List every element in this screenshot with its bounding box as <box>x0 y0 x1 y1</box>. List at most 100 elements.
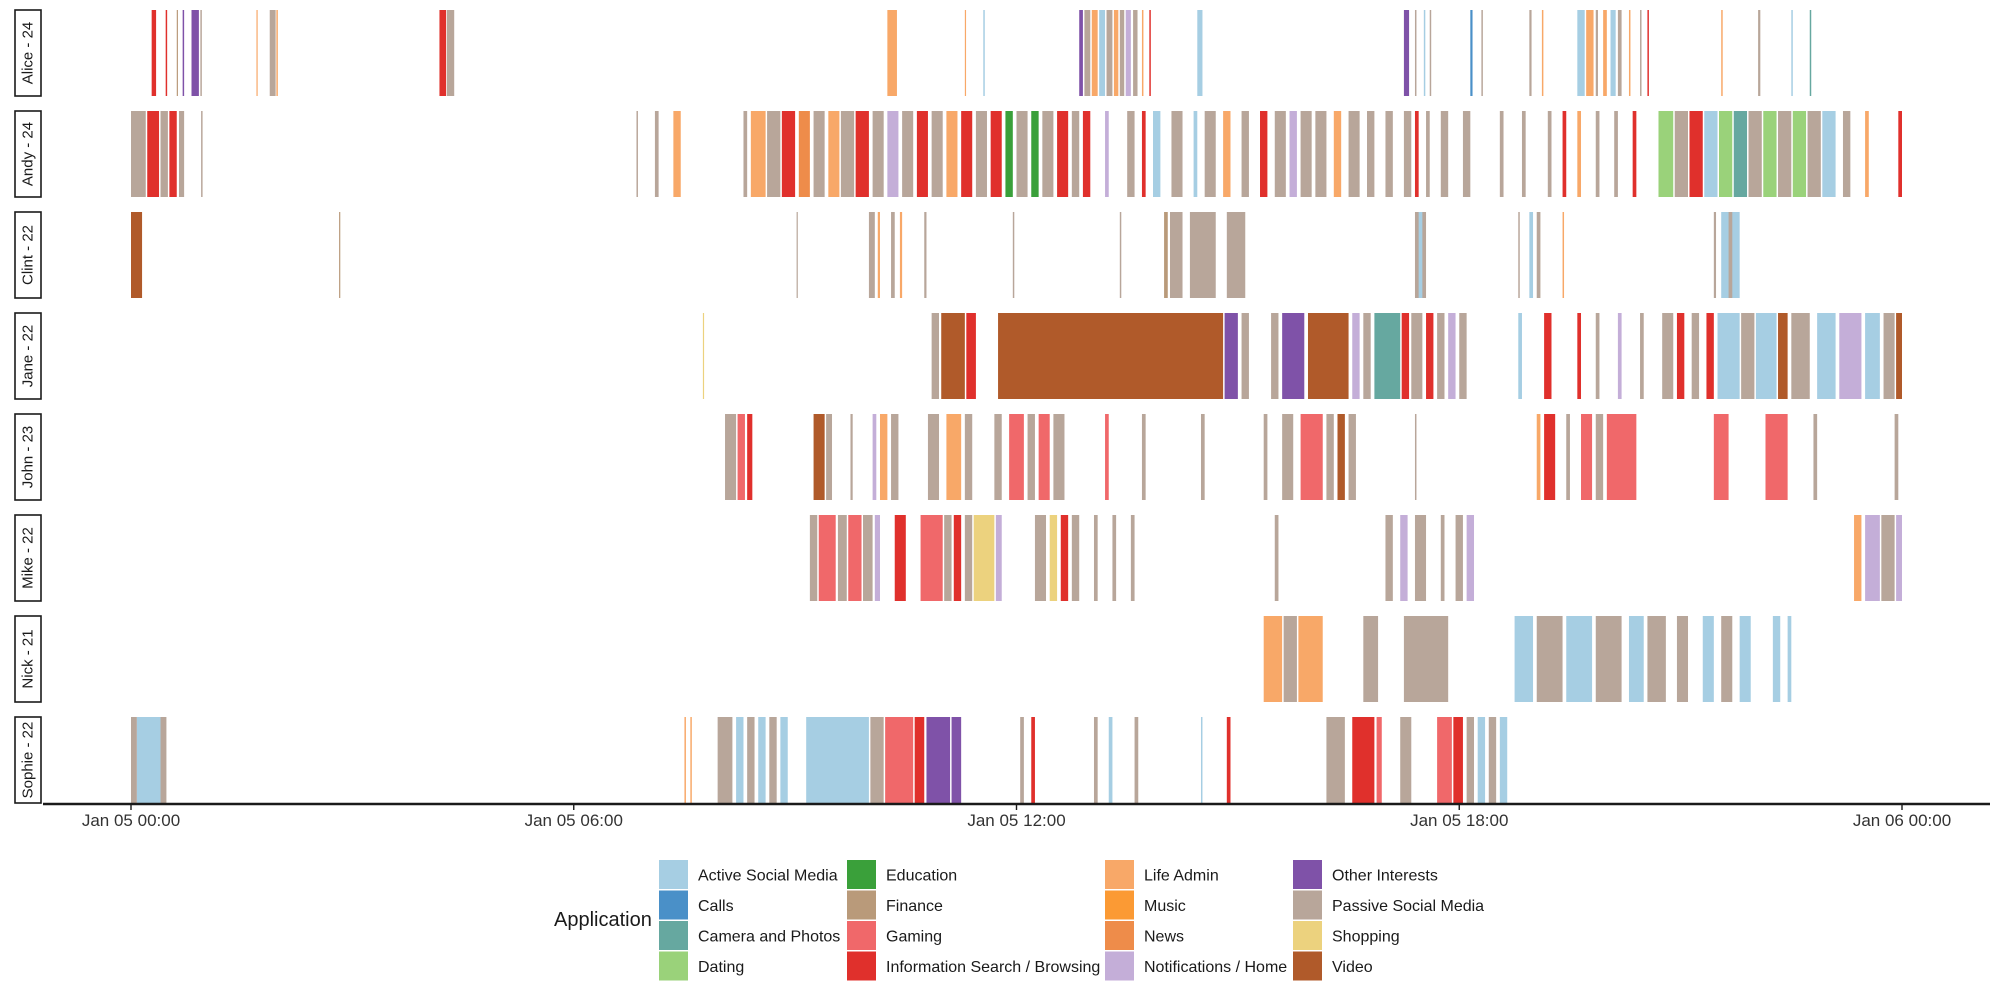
usage-session-bar <box>1300 111 1312 197</box>
legend-label: Other Interests <box>1332 868 1438 885</box>
usage-session-bar <box>339 212 341 298</box>
usage-session-bar <box>1614 111 1618 197</box>
usage-session-bar <box>1676 313 1685 399</box>
usage-session-bar <box>1706 313 1714 399</box>
x-tick-label: Jan 05 12:00 <box>967 811 1065 830</box>
usage-session-bar <box>1514 616 1534 702</box>
usage-session-bar <box>1488 717 1497 803</box>
usage-session-bar <box>1333 111 1342 197</box>
usage-session-bar <box>758 717 766 803</box>
usage-session-bar <box>1778 313 1788 399</box>
usage-session-bar <box>924 212 927 298</box>
usage-session-bar <box>1112 515 1117 601</box>
usage-session-bar <box>717 717 733 803</box>
usage-session-bar <box>1289 111 1297 197</box>
usage-session-bar <box>1865 111 1869 197</box>
legend-item: Finance <box>847 890 943 920</box>
usage-session-bar <box>1274 515 1279 601</box>
legend-item: Shopping <box>1293 921 1400 950</box>
usage-session-bar <box>1896 515 1902 601</box>
legend-label: Active Social Media <box>698 868 838 885</box>
person-row: Andy - 24 <box>14 110 1902 198</box>
usage-session-bar <box>813 414 825 500</box>
usage-session-bar <box>813 111 825 197</box>
usage-session-bar <box>891 414 899 500</box>
usage-session-bar <box>1713 414 1729 500</box>
usage-session-bar <box>1414 111 1419 197</box>
usage-session-bar <box>769 717 777 803</box>
usage-session-bar <box>1263 616 1283 702</box>
usage-session-bar <box>1459 313 1467 399</box>
usage-session-bar <box>1385 111 1393 197</box>
usage-session-bar <box>951 717 962 803</box>
usage-session-bar <box>736 717 744 803</box>
usage-session-bar <box>673 111 681 197</box>
usage-session-bar <box>1448 313 1456 399</box>
strip-label: Andy - 24 <box>20 122 37 186</box>
usage-session-bar <box>1658 111 1674 197</box>
legend-item: Passive Social Media <box>1293 890 1484 920</box>
usage-session-bar <box>1169 212 1183 298</box>
usage-session-bar <box>1423 10 1426 96</box>
usage-session-bar <box>1581 414 1593 500</box>
strip-label: Alice - 24 <box>20 22 37 85</box>
usage-session-bar <box>806 717 869 803</box>
usage-session-bar <box>1053 414 1065 500</box>
usage-session-bar <box>165 10 168 96</box>
usage-session-bar <box>1765 414 1788 500</box>
usage-session-bar <box>1544 414 1556 500</box>
usage-session-bar <box>136 717 161 803</box>
person-row: Sophie - 22 <box>14 716 1508 804</box>
legend-label: Music <box>1144 898 1186 915</box>
legend-item: Notifications / Home <box>1105 951 1287 981</box>
legend-item: Life Admin <box>1105 860 1219 889</box>
usage-session-bar <box>1894 414 1899 500</box>
legend-label: Shopping <box>1332 929 1400 946</box>
usage-session-bar <box>1739 616 1751 702</box>
legend-swatch <box>659 890 688 920</box>
legend-swatch <box>847 890 876 920</box>
usage-session-bar <box>191 10 199 96</box>
usage-session-bar <box>1689 111 1703 197</box>
usage-session-bar <box>1282 313 1305 399</box>
usage-session-bar <box>809 515 818 601</box>
usage-session-bar <box>1813 414 1818 500</box>
usage-session-bar <box>636 111 638 197</box>
usage-session-bar <box>914 717 925 803</box>
usage-session-bar <box>1755 313 1777 399</box>
usage-session-bar <box>201 111 203 197</box>
legend-swatch <box>1293 890 1322 920</box>
usage-session-bar <box>1453 717 1463 803</box>
usage-session-bar <box>1470 10 1473 96</box>
usage-session-bar <box>1031 111 1039 197</box>
usage-session-bar <box>1031 717 1035 803</box>
x-axis: Jan 05 00:00 Jan 05 06:00 Jan 05 12:00 Jan … <box>43 802 1990 830</box>
usage-session-bar <box>1130 515 1135 601</box>
usage-session-bar <box>946 414 962 500</box>
usage-session-bar <box>1544 313 1552 399</box>
usage-session-bar <box>1307 313 1349 399</box>
usage-session-bar <box>1400 717 1412 803</box>
usage-session-bar <box>1133 10 1138 96</box>
usage-session-bar <box>1477 717 1486 803</box>
usage-session-bar <box>1577 313 1582 399</box>
usage-session-bar <box>737 414 745 500</box>
usage-session-bar <box>1164 212 1168 298</box>
usage-session-bar <box>920 515 943 601</box>
usage-session-bar <box>1005 111 1013 197</box>
strip-label: Clint - 22 <box>20 225 37 285</box>
usage-session-bar <box>1499 717 1508 803</box>
usage-session-bar <box>1721 616 1733 702</box>
usage-session-bar <box>1326 717 1345 803</box>
usage-session-bar <box>1414 414 1417 500</box>
usage-session-bar <box>840 111 855 197</box>
usage-session-bar <box>1721 10 1723 96</box>
usage-session-bar <box>1226 212 1246 298</box>
usage-session-bar <box>1315 111 1327 197</box>
usage-session-bar <box>1640 313 1644 399</box>
legend-swatch <box>659 860 688 889</box>
usage-session-bar <box>169 111 177 197</box>
usage-session-bar <box>1562 212 1565 298</box>
usage-session-bar <box>931 111 943 197</box>
usage-session-bar <box>902 111 914 197</box>
